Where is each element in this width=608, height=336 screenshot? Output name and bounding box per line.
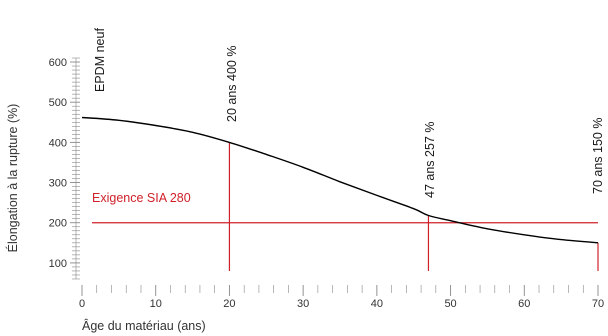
y-tick-label: 400 — [49, 137, 67, 149]
axes: 100 200 300 400 500 600 0 10 20 30 40 50 60 70 — [49, 57, 604, 310]
x-tick-label: 10 — [150, 298, 162, 310]
marks: EPDM neuf 20 ans 400 % 47 ans 257 % 70 ans … — [81, 28, 605, 271]
annotation-label: 70 ans 150 % — [591, 118, 605, 194]
x-tick-label: 50 — [444, 298, 456, 310]
x-tick-label: 20 — [223, 298, 235, 310]
y-tick-label: 200 — [49, 218, 67, 230]
y-tick-label: 500 — [49, 97, 67, 109]
y-tick-label: 100 — [49, 258, 67, 270]
annotation-label: 47 ans 257 % — [423, 122, 437, 198]
x-tick-label: 0 — [79, 298, 85, 310]
x-axis-label: Âge du matériau (ans) — [82, 318, 206, 333]
x-tick-label: 60 — [518, 298, 530, 310]
y-axis-label: Élongation à la rupture (%) — [5, 104, 20, 253]
x-tick-label: 30 — [297, 298, 309, 310]
labels: Âge du matériau (ans) Élongation à la ru… — [5, 104, 206, 333]
y-tick-label: 300 — [49, 178, 67, 190]
y-tick-label: 600 — [49, 57, 67, 69]
annotation-label: EPDM neuf — [93, 28, 107, 92]
requirement-label: Exigence SIA 280 — [92, 191, 191, 205]
annotation-label: 20 ans 400 % — [225, 46, 239, 122]
x-tick-label: 40 — [371, 298, 383, 310]
x-tick-label: 70 — [592, 298, 604, 310]
elongation-curve — [81, 116, 599, 244]
